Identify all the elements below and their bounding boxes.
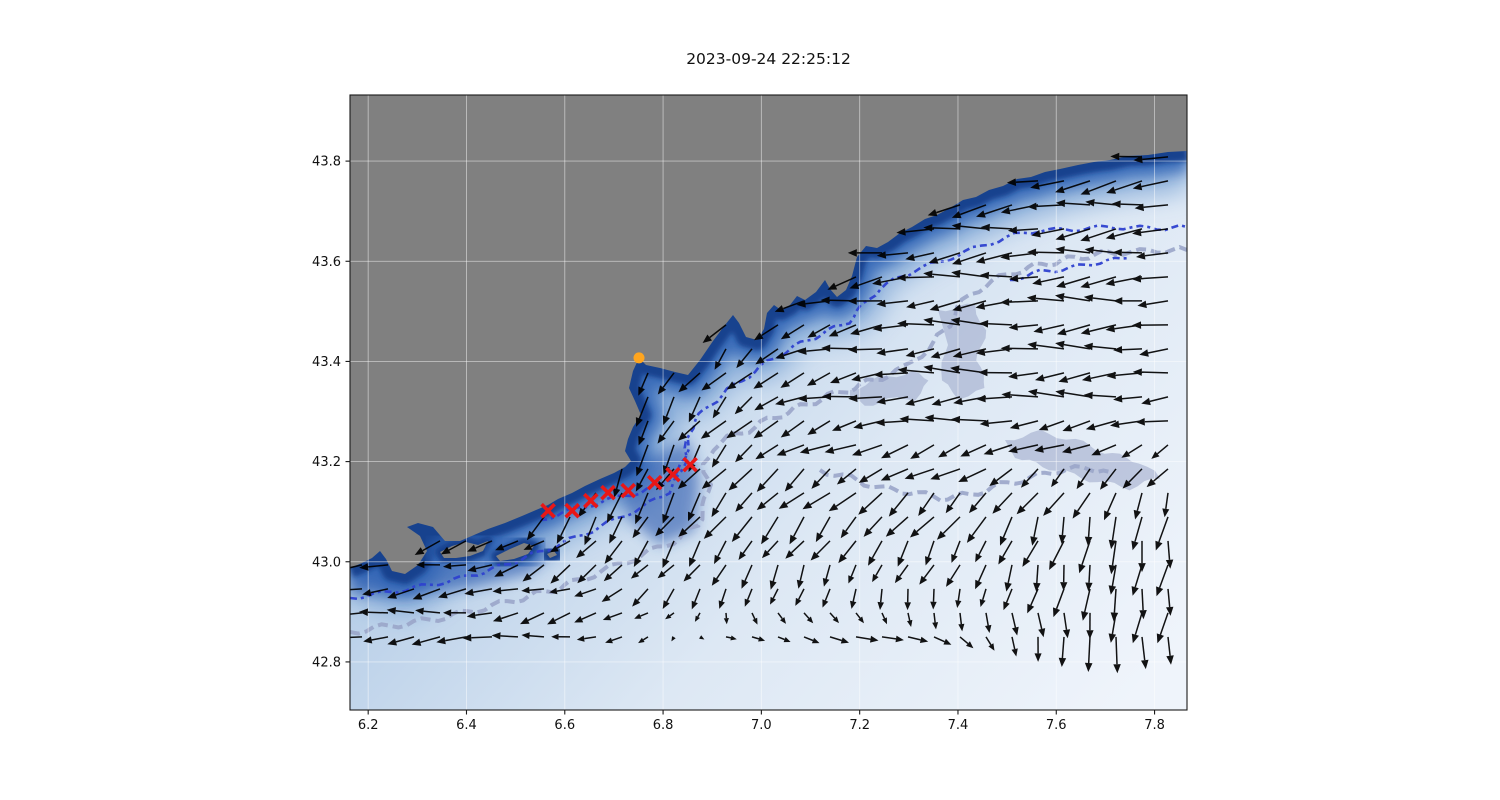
island xyxy=(440,541,488,558)
red-x-marker xyxy=(646,474,663,491)
red-x-marker xyxy=(583,492,599,509)
isobath-contours xyxy=(350,223,1187,636)
axis-ticks-and-labels: 6.2 6.4 6.6 6.8 7.0 7.2 7.4 7.6 7.8 43.8 43.6 43.4 4… xyxy=(312,155,1165,733)
x-tick-label: 6.4 xyxy=(456,718,477,733)
current-quiver-arrows xyxy=(350,152,1174,674)
y-tick-label: 43.6 xyxy=(312,255,341,270)
red-x-marker xyxy=(600,484,616,501)
x-tick-label: 6.2 xyxy=(358,718,379,733)
origin-point-marker xyxy=(633,352,645,364)
grid-lines xyxy=(350,95,1187,710)
y-tick-label: 43.0 xyxy=(312,555,341,570)
red-x-marker xyxy=(682,456,698,473)
map-area xyxy=(350,95,1187,710)
y-tick-label: 43.4 xyxy=(312,355,341,370)
track-markers xyxy=(540,352,698,519)
y-tick-label: 43.8 xyxy=(312,155,341,170)
x-tick-label: 7.0 xyxy=(751,718,772,733)
y-tick-label: 43.2 xyxy=(312,455,341,470)
island xyxy=(496,543,534,561)
y-tick-label: 42.8 xyxy=(312,655,341,670)
x-tick-label: 7.8 xyxy=(1144,718,1165,733)
mainland xyxy=(350,95,1187,574)
x-tick-label: 7.6 xyxy=(1046,718,1067,733)
x-tick-label: 7.4 xyxy=(948,718,969,733)
x-tick-label: 7.2 xyxy=(849,718,870,733)
x-tick-label: 6.8 xyxy=(653,718,674,733)
axes-frame xyxy=(349,94,1188,711)
red-x-marker xyxy=(665,466,681,483)
red-x-marker xyxy=(540,502,556,519)
red-x-marker xyxy=(620,482,636,499)
plot-title: 2023-09-24 22:25:12 xyxy=(686,50,851,68)
x-tick-label: 6.6 xyxy=(554,718,575,733)
island xyxy=(547,551,557,558)
red-x-marker xyxy=(564,502,580,519)
land-mass xyxy=(350,95,1187,574)
